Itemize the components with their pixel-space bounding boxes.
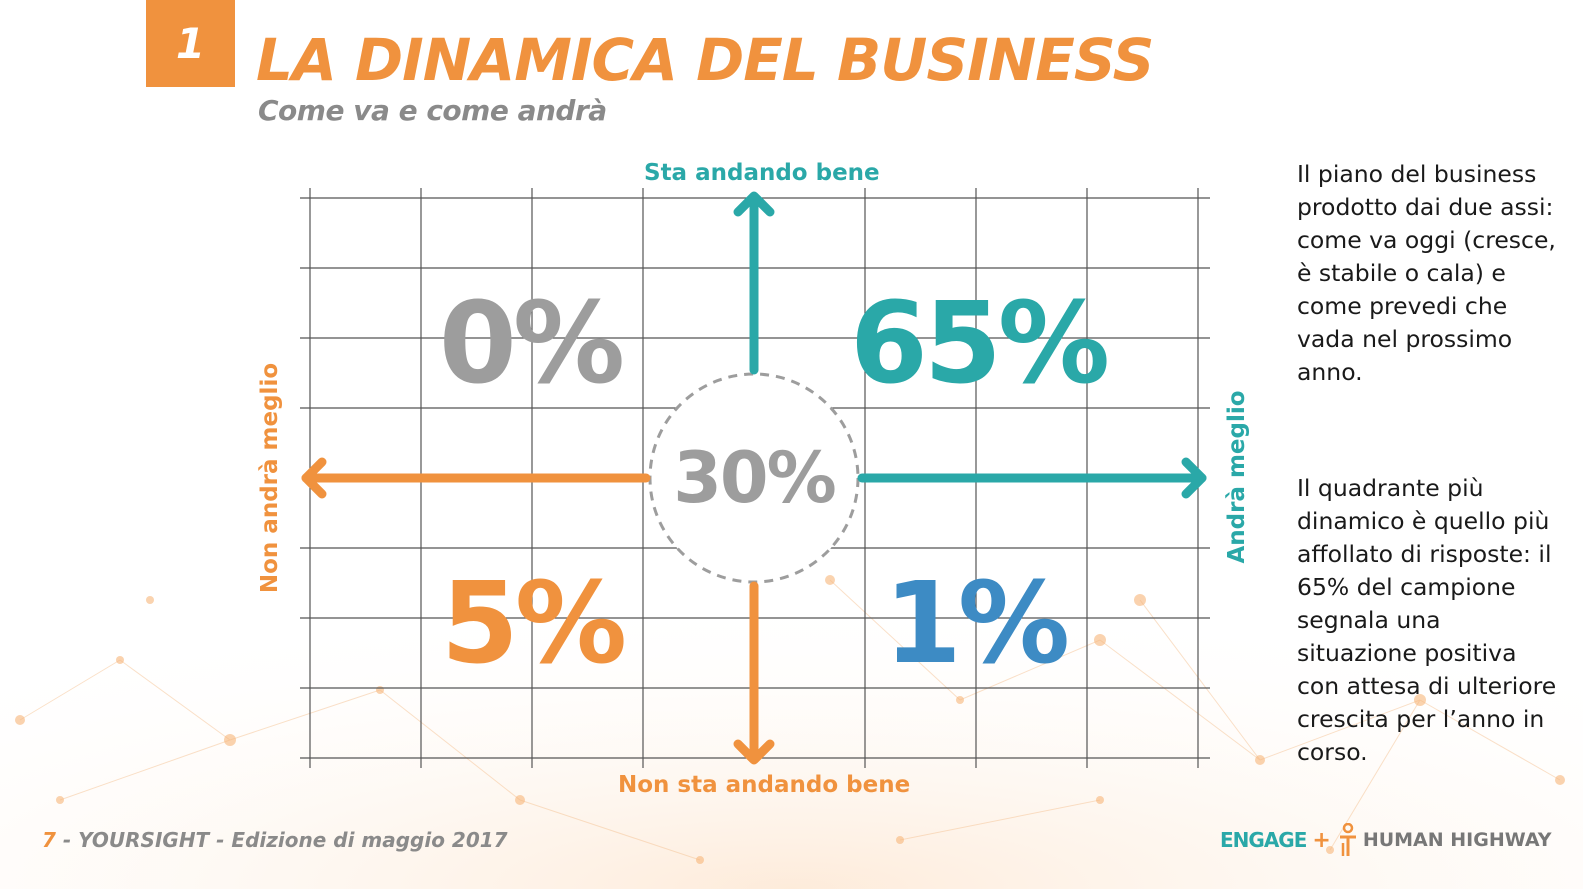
partner-logos: ENGAGE + HUMAN HIGHWAY: [1220, 822, 1552, 858]
footer-text: - YOURSIGHT - Edizione di maggio 2017: [55, 828, 508, 852]
quadrant-top-left-value: 0%: [438, 279, 625, 409]
quadrant-top-right-value: 65%: [849, 279, 1110, 409]
human-highway-logo: HUMAN HIGHWAY: [1362, 829, 1552, 851]
footer: 7 - YOURSIGHT - Edizione di maggio 2017: [42, 828, 508, 852]
arrow-up: [733, 191, 775, 375]
arrow-right: [857, 457, 1207, 499]
arrow-down: [733, 581, 775, 765]
axis-label-top: Sta andando bene: [644, 160, 880, 186]
quadrant-bottom-right-value: 1%: [883, 559, 1070, 689]
center-value: 30%: [673, 437, 837, 519]
human-highway-person-icon: [1339, 823, 1356, 856]
axis-label-right: Andrà meglio: [1224, 390, 1250, 564]
axis-label-bottom: Non sta andando bene: [618, 772, 911, 798]
page-title: LA DINAMICA DEL BUSINESS: [256, 26, 1154, 94]
engage-logo: ENGAGE: [1220, 828, 1307, 852]
quadrant-bottom-left-value: 5%: [440, 559, 627, 689]
sidebar-paragraph-1: Il piano del business prodotto dai due a…: [1297, 160, 1556, 386]
sidebar-paragraph-2: Il quadrante più dinamico è quello più a…: [1297, 474, 1557, 766]
page-subtitle: Come va e come andrà: [258, 94, 607, 127]
logo-plus-sign: +: [1312, 827, 1331, 853]
footer-page-number: 7: [42, 828, 56, 852]
axis-label-left: Non andrà meglio: [257, 362, 283, 594]
section-number-badge: 1: [146, 0, 235, 87]
arrow-left: [301, 457, 651, 499]
